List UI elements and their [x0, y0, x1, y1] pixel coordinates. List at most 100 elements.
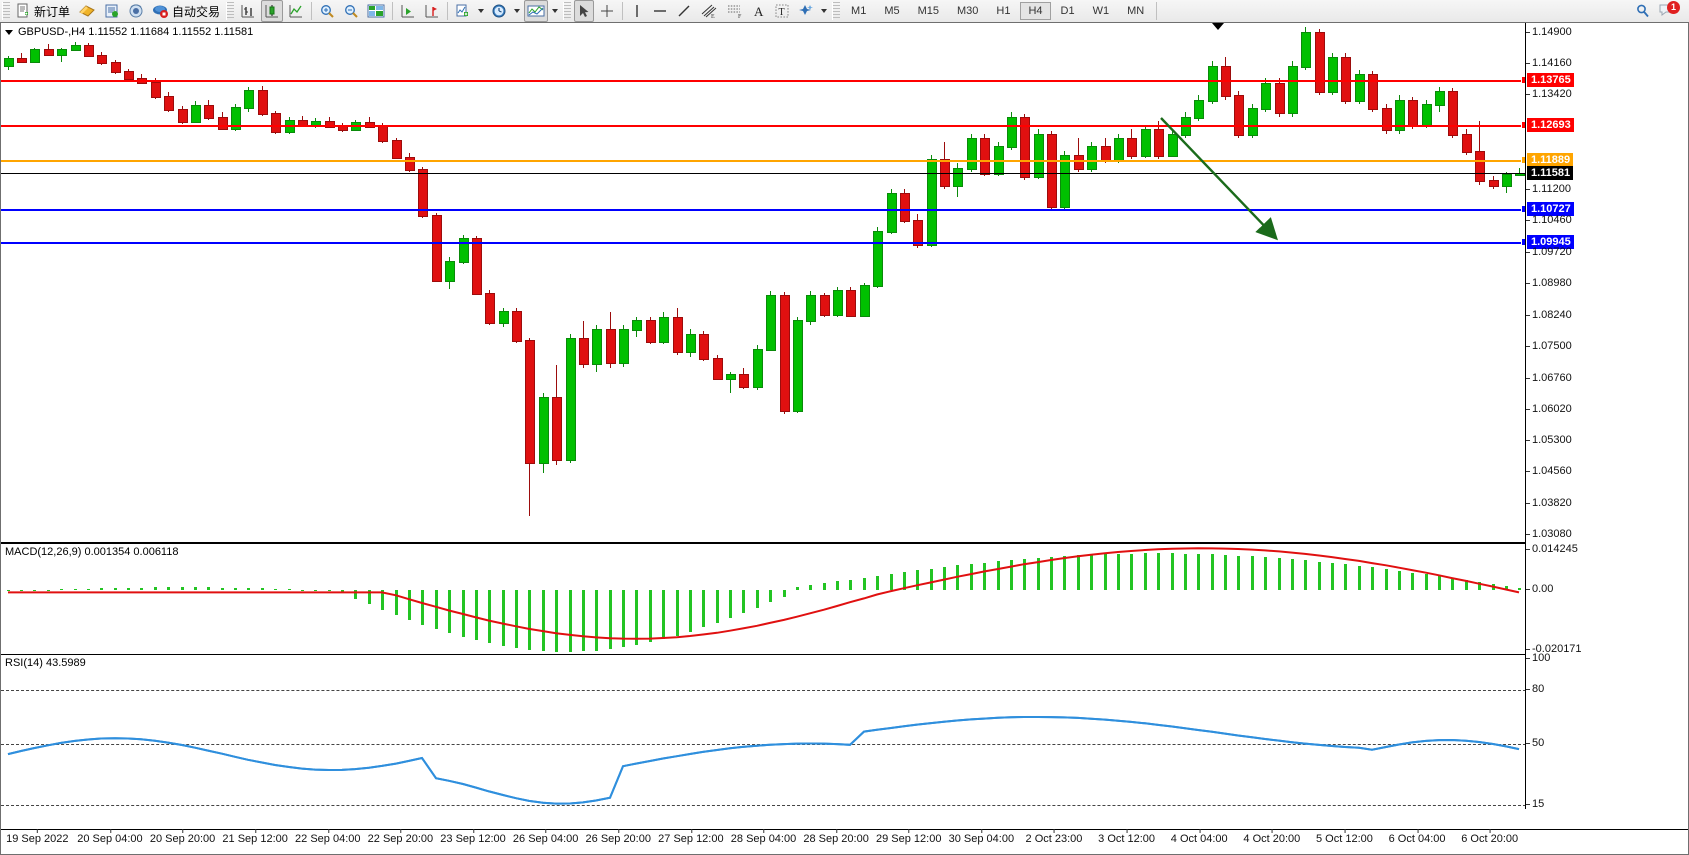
terminal-button[interactable]	[101, 0, 123, 22]
macd-histogram-bar	[1290, 559, 1294, 590]
timeframe-m5[interactable]: M5	[884, 5, 900, 17]
level-label-support-1[interactable]: 1.10727	[1527, 202, 1574, 217]
candle-body	[1233, 95, 1245, 136]
templates-button[interactable]	[524, 0, 549, 22]
auto-trading-button[interactable]: 自动交易	[149, 0, 223, 22]
chart-window[interactable]: GBPUSD-,H4 1.11552 1.11684 1.11552 1.115…	[0, 22, 1689, 855]
svg-text:A: A	[754, 4, 764, 19]
level-label-pivot[interactable]: 1.11889	[1527, 152, 1574, 167]
auto-scroll-button[interactable]	[397, 0, 419, 22]
macd-pane[interactable]: MACD(12,26,9) 0.001354 0.006118	[1, 543, 1688, 655]
candle-body	[551, 396, 563, 462]
price-axis[interactable]: 1.13765 1.12693 1.11889 1.11581 1.10727 1.099…	[1525, 23, 1688, 810]
level-label-last-price[interactable]: 1.11581	[1527, 165, 1574, 180]
macd-histogram-bar	[1183, 553, 1187, 590]
price-pane[interactable]	[1, 23, 1688, 543]
level-label-resistance-2[interactable]: 1.12693	[1527, 118, 1574, 133]
bar-chart-button[interactable]	[237, 0, 259, 22]
candle-body	[1167, 133, 1179, 157]
time-tick-label: 20 Sep 04:00	[77, 829, 143, 845]
candlestick-chart-button[interactable]	[261, 0, 284, 22]
shapes-button[interactable]	[795, 0, 817, 22]
level-label-support-2[interactable]: 1.09945	[1527, 235, 1574, 250]
timeframe-m15[interactable]: M15	[917, 5, 939, 17]
line-chart-button[interactable]	[285, 0, 307, 22]
macd-histogram-bar	[420, 589, 424, 625]
toolbar-separator-5	[1156, 2, 1158, 20]
add-indicator-button[interactable]	[452, 0, 474, 22]
level-line-last-price[interactable]	[1, 172, 1526, 174]
price-tick: 1.08980	[1526, 277, 1572, 289]
timeframe-d1[interactable]: D1	[1060, 5, 1075, 17]
signals-button[interactable]	[125, 0, 147, 22]
timeframe-m1[interactable]: M1	[851, 5, 867, 17]
candle-body	[217, 117, 229, 130]
toolbar-grip-2[interactable]	[226, 2, 235, 20]
chart-shift-button[interactable]	[421, 0, 443, 22]
timeframe-m30[interactable]: M30	[957, 5, 979, 17]
chat-notification-button[interactable]: 1	[1656, 0, 1682, 22]
macd-histogram-bar	[46, 589, 50, 591]
macd-histogram-bar	[675, 589, 679, 636]
candle-body	[645, 319, 657, 344]
level-label-resistance-1[interactable]: 1.13765	[1527, 72, 1574, 87]
crosshair-tool-button[interactable]	[596, 0, 618, 22]
time-tick-label: 21 Sep 12:00	[222, 829, 288, 845]
cursor-tool-button[interactable]	[574, 0, 595, 22]
timeframe-h4[interactable]: H4	[1020, 2, 1051, 20]
macd-histogram-bar	[1464, 580, 1468, 590]
time-axis[interactable]: 19 Sep 2022 20 Sep 04:00 20 Sep 20:00 21 Se…	[1, 829, 1688, 854]
rsi-plot[interactable]	[1, 655, 1526, 832]
macd-tick: -0.020171	[1526, 643, 1582, 655]
macd-histogram-bar	[594, 589, 598, 651]
candle-body	[979, 137, 991, 175]
periodicity-button[interactable]	[488, 0, 510, 22]
toolbar-grip-4[interactable]	[832, 2, 841, 20]
macd-plot[interactable]	[1, 544, 1526, 654]
candle-body	[96, 55, 108, 65]
level-line-resistance-2[interactable]	[1, 125, 1526, 128]
rsi-title: RSI(14) 43.5989	[5, 657, 86, 669]
level-line-pivot[interactable]	[1, 159, 1526, 162]
toolbar-grip-3[interactable]	[563, 2, 572, 20]
chart-menu-caret-icon[interactable]	[5, 29, 13, 35]
data-window-button[interactable]	[364, 0, 388, 22]
price-plot[interactable]	[1, 23, 1529, 542]
new-order-button[interactable]: 新订单	[13, 0, 73, 22]
macd-histogram-bar	[648, 589, 652, 643]
level-line-support-1[interactable]	[1, 209, 1526, 212]
candle-body	[1300, 31, 1312, 68]
zoom-in-button[interactable]	[316, 0, 338, 22]
text-box-button[interactable]: T	[771, 0, 793, 22]
expert-advisors-button[interactable]	[75, 0, 99, 22]
add-indicator-dropdown-caret[interactable]	[478, 9, 485, 13]
macd-histogram-bar	[1170, 553, 1174, 590]
periodicity-clock-icon	[491, 3, 507, 19]
vertical-line-button[interactable]	[627, 0, 647, 22]
level-line-resistance-1[interactable]	[1, 79, 1526, 82]
horizontal-line-button[interactable]	[649, 0, 671, 22]
zoom-out-button[interactable]	[340, 0, 362, 22]
macd-histogram-bar	[73, 588, 77, 590]
macd-histogram-bar	[1277, 558, 1281, 590]
templates-dropdown-caret[interactable]	[552, 9, 559, 13]
rsi-pane[interactable]: RSI(14) 43.5989	[1, 654, 1688, 832]
fibonacci-button[interactable]: F	[723, 0, 747, 22]
time-tick-label: 26 Sep 20:00	[585, 829, 651, 845]
timeframe-mn[interactable]: MN	[1127, 5, 1145, 17]
equidistant-channel-button[interactable]: E	[697, 0, 721, 22]
level-line-support-2[interactable]	[1, 242, 1526, 245]
periodicity-dropdown-caret[interactable]	[514, 9, 521, 13]
toolbar-grip[interactable]	[2, 2, 10, 20]
down-trend-arrow[interactable]	[1, 23, 1526, 542]
timeframe-h1[interactable]: H1	[996, 5, 1011, 17]
shapes-dropdown-caret[interactable]	[821, 9, 828, 13]
timeframe-w1[interactable]: W1	[1092, 5, 1110, 17]
macd-histogram-bar	[206, 587, 210, 590]
search-button[interactable]	[1632, 0, 1654, 22]
text-label-button[interactable]: A	[749, 0, 769, 22]
trendline-button[interactable]	[673, 0, 695, 22]
candle-body	[1193, 99, 1205, 119]
candle-body	[324, 120, 336, 128]
macd-histogram-bar	[220, 587, 224, 590]
